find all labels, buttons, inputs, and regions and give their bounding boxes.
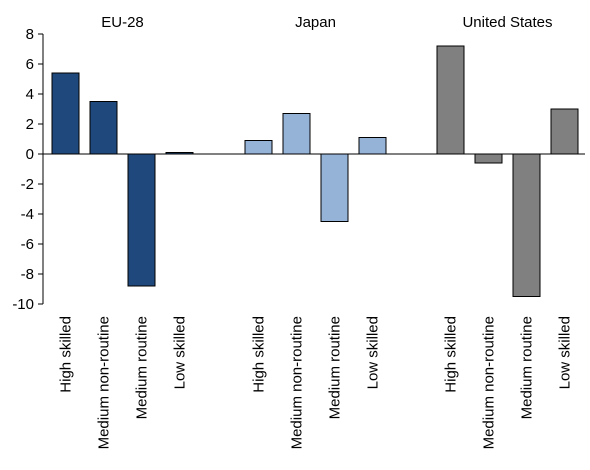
- y-tick-label: 6: [26, 56, 34, 73]
- category-label: High skilled: [58, 316, 75, 393]
- bar: [89, 101, 118, 155]
- bar: [474, 153, 503, 164]
- y-tick-label: 0: [26, 146, 34, 163]
- group-title: EU-28: [101, 14, 144, 31]
- y-tick-label: -4: [21, 206, 34, 223]
- y-tick-label: -8: [21, 266, 34, 283]
- category-label: Medium non-routine: [289, 316, 306, 449]
- y-tick-label: 2: [26, 116, 34, 133]
- bar: [512, 153, 541, 297]
- bar: [550, 108, 579, 155]
- category-label: Medium non-routine: [96, 316, 113, 449]
- category-label: Medium routine: [519, 316, 536, 419]
- category-label: Medium routine: [134, 316, 151, 419]
- y-tick-label: 8: [26, 26, 34, 43]
- group-title: United States: [462, 14, 552, 31]
- category-label: High skilled: [443, 316, 460, 393]
- group-title: Japan: [295, 14, 336, 31]
- category-label: Low skilled: [172, 316, 189, 389]
- bar: [51, 72, 80, 155]
- bar: [165, 152, 194, 155]
- y-tick-label: -10: [12, 296, 34, 313]
- bar: [358, 137, 387, 155]
- bars: [51, 45, 579, 297]
- axes: -10 -8 -6 -4 -2 0 2 4 6 8: [12, 26, 585, 313]
- y-tick-label: -2: [21, 176, 34, 193]
- bar: [436, 45, 465, 155]
- category-label: Low skilled: [365, 316, 382, 389]
- category-label: High skilled: [251, 316, 268, 393]
- category-label: Low skilled: [557, 316, 574, 389]
- labels: EU-28 High skilled Medium non-routine Mediu…: [58, 14, 574, 449]
- y-tick-label: 4: [26, 86, 34, 103]
- bar: [320, 153, 349, 222]
- y-tick-label: -6: [21, 236, 34, 253]
- category-label: Medium non-routine: [481, 316, 498, 449]
- bar: [282, 113, 311, 155]
- category-label: Medium routine: [327, 316, 344, 419]
- bar: [244, 140, 273, 155]
- bar: [127, 153, 156, 287]
